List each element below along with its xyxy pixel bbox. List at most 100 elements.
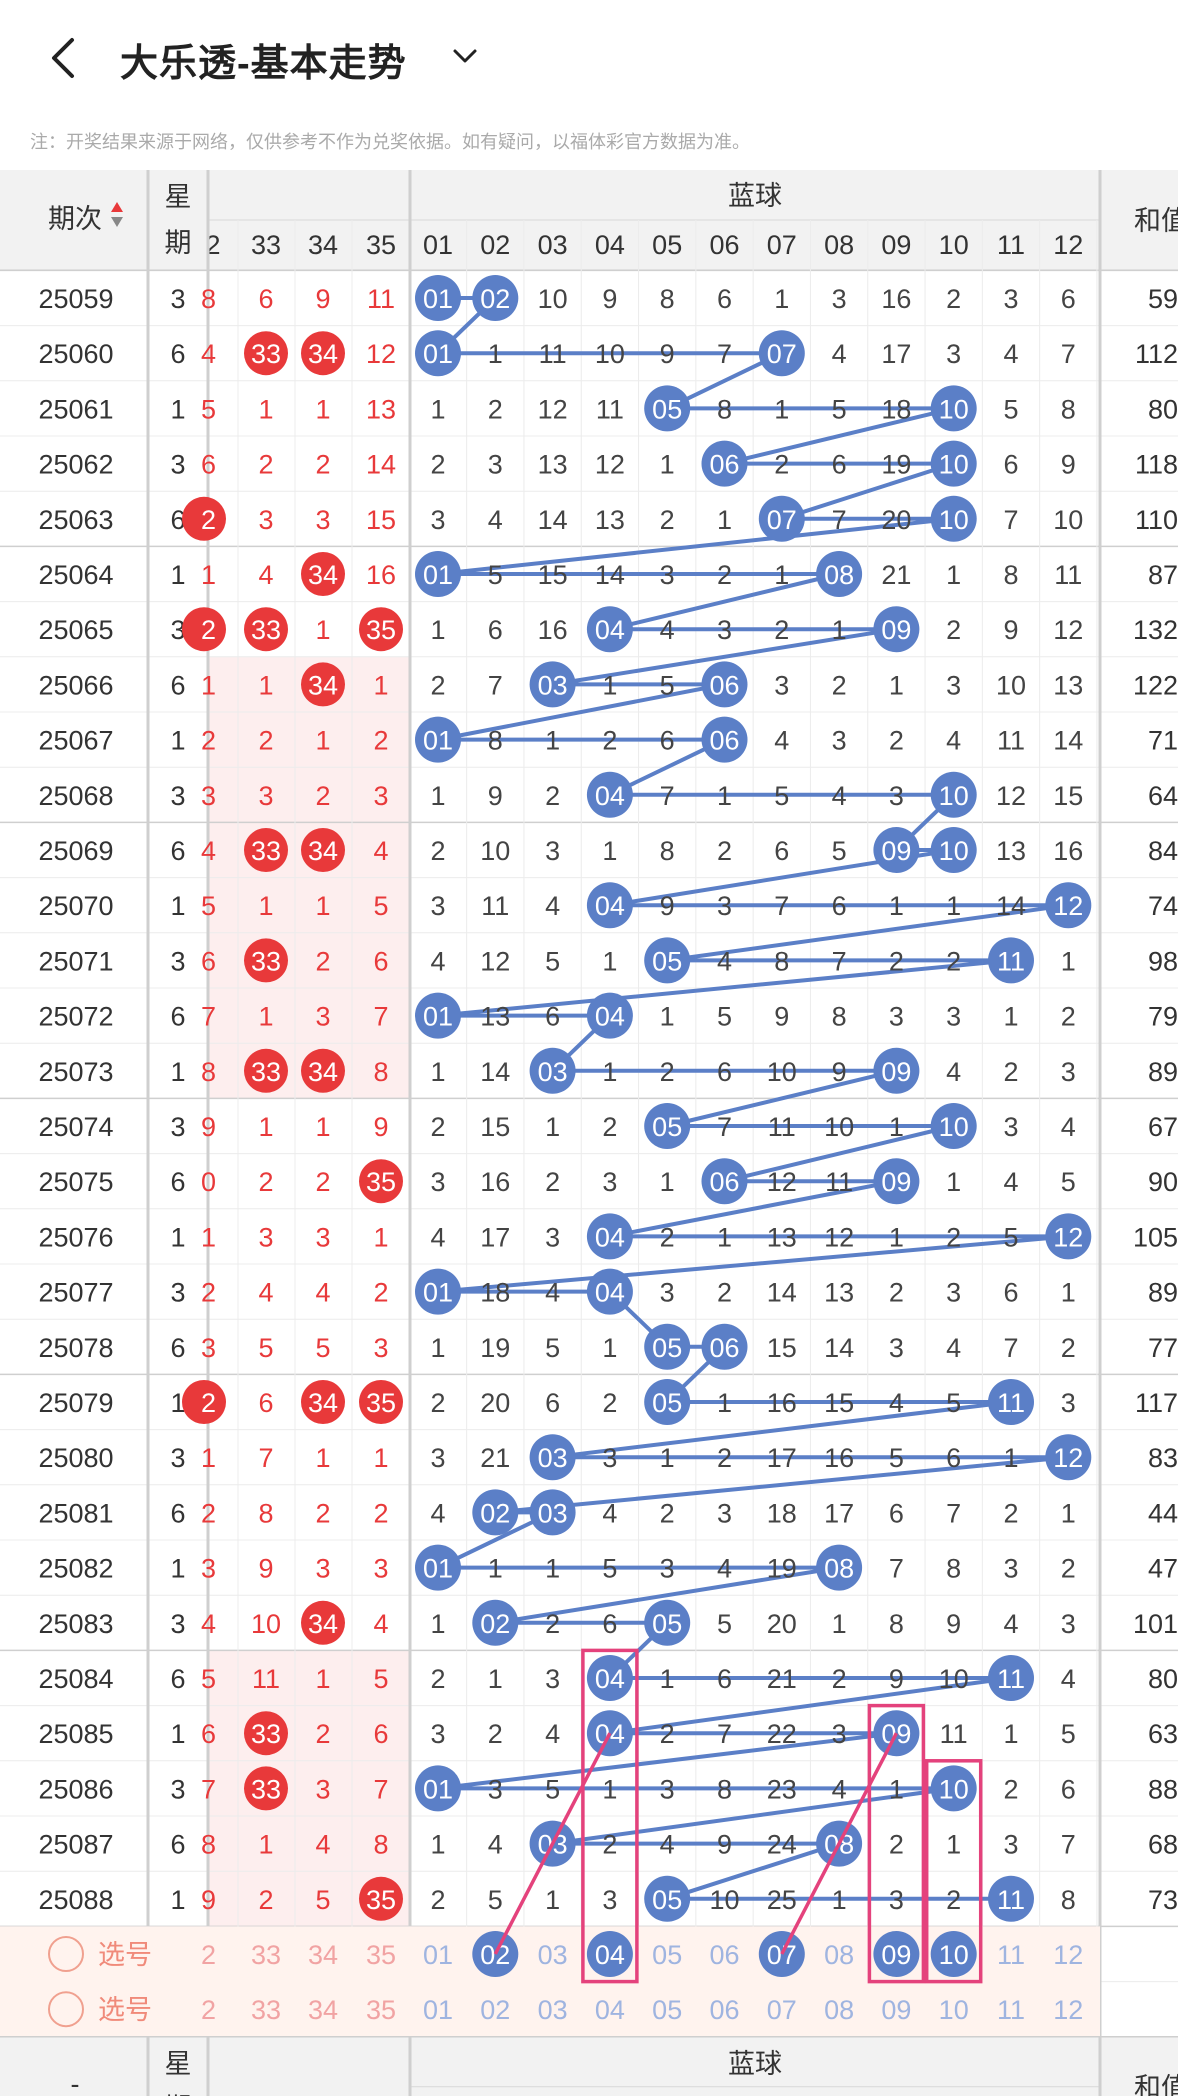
sum-cell: 122 xyxy=(1133,670,1178,700)
select-front-num[interactable]: 34 xyxy=(308,1940,338,1970)
blue-ball-num: 03 xyxy=(538,1498,568,1528)
highlight-box xyxy=(581,1648,639,1984)
front-cell: 2 xyxy=(315,1167,330,1197)
front-cell: 1 xyxy=(258,891,273,921)
front-cell: 2 xyxy=(373,1498,388,1528)
select-label[interactable]: 选号 xyxy=(98,1995,152,2025)
select-blue-num[interactable]: 03 xyxy=(538,1995,568,2025)
select-blue-num[interactable]: 06 xyxy=(709,1940,739,1970)
miss-cell: 9 xyxy=(774,1002,789,1032)
period-cell: 25076 xyxy=(38,1222,113,1252)
blue-ball xyxy=(586,771,633,818)
sum-cell: 64 xyxy=(1148,781,1178,811)
radio-icon[interactable] xyxy=(48,1936,84,1972)
front-cell: 8 xyxy=(201,284,216,314)
front-cell: 11 xyxy=(367,284,395,314)
select-blue-num[interactable]: 05 xyxy=(652,1995,682,2025)
select-blue-num[interactable]: 03 xyxy=(538,1940,568,1970)
select-blue-num[interactable]: 01 xyxy=(423,1940,453,1970)
miss-cell: 17 xyxy=(881,339,911,369)
miss-cell: 2 xyxy=(1061,1554,1076,1584)
miss-cell: 4 xyxy=(1003,1609,1018,1639)
miss-cell: 7 xyxy=(832,946,847,976)
miss-cell: 6 xyxy=(545,1388,560,1418)
miss-cell: 20 xyxy=(767,1609,797,1639)
select-blue-num[interactable]: 09 xyxy=(881,1995,911,2025)
week-cell: 1 xyxy=(170,726,185,756)
select-front-num[interactable]: 33 xyxy=(251,1995,281,2025)
front-cell: 1 xyxy=(315,615,330,645)
select-blue-num[interactable]: 11 xyxy=(997,1995,1025,2025)
select-blue-num[interactable]: 08 xyxy=(824,1940,854,1970)
blue-ball xyxy=(701,1158,748,1205)
miss-cell: 11 xyxy=(1054,560,1082,590)
select-front-num[interactable]: 34 xyxy=(308,1995,338,2025)
front-cell: 2 xyxy=(258,726,273,756)
select-blue-num[interactable]: 01 xyxy=(423,1995,453,2025)
selected-blue-ball[interactable] xyxy=(873,1931,920,1977)
miss-cell: 2 xyxy=(660,1222,675,1252)
blue-ball-num: 05 xyxy=(652,394,682,424)
select-blue-num[interactable]: 05 xyxy=(652,1940,682,1970)
select-blue-num[interactable]: 02 xyxy=(480,1995,510,2025)
select-front-num[interactable]: 2 xyxy=(201,1940,216,1970)
select-front-num[interactable]: 35 xyxy=(366,1940,396,1970)
blue-ball-num: 08 xyxy=(824,1554,854,1584)
week-cell: 1 xyxy=(170,1222,185,1252)
select-blue-num[interactable]: 12 xyxy=(1053,1940,1083,1970)
blue-ball-num: 07 xyxy=(767,505,797,535)
blue-ball-num: 02 xyxy=(480,1609,510,1639)
chevron-down-icon[interactable] xyxy=(450,42,480,70)
back-icon[interactable] xyxy=(44,34,84,82)
select-blue-num[interactable]: 11 xyxy=(997,1940,1025,1970)
miss-cell: 3 xyxy=(832,284,847,314)
front-cell: 1 xyxy=(258,1002,273,1032)
miss-cell: 20 xyxy=(881,505,911,535)
front-cell: 3 xyxy=(258,781,273,811)
sort-icon-down[interactable] xyxy=(111,217,123,227)
select-blue-num[interactable]: 12 xyxy=(1053,1995,1083,2025)
miss-cell: 1 xyxy=(430,1830,445,1860)
miss-cell: 1 xyxy=(660,1664,675,1694)
miss-cell: 4 xyxy=(1061,1664,1076,1694)
front-cell: 2 xyxy=(315,1498,330,1528)
select-blue-num[interactable]: 06 xyxy=(709,1995,739,2025)
selected-blue-ball[interactable] xyxy=(586,1931,633,1977)
blue-ball xyxy=(988,1875,1034,1922)
sort-icon[interactable] xyxy=(111,202,123,212)
col-period-header[interactable]: 期次 xyxy=(48,204,102,234)
miss-cell: 18 xyxy=(767,1498,797,1528)
blue-ball xyxy=(472,1489,519,1536)
miss-cell: 1 xyxy=(889,1112,904,1142)
sum-cell: 118 xyxy=(1135,450,1178,480)
select-blue-num[interactable]: 10 xyxy=(939,1995,969,2025)
front-ball-num: 35 xyxy=(366,1885,396,1915)
front-ball-num: 35 xyxy=(366,1388,396,1418)
miss-cell: 13 xyxy=(996,836,1026,866)
blue-ball-num: 10 xyxy=(939,1112,969,1142)
select-blue-num[interactable]: 07 xyxy=(767,1995,797,2025)
page-title[interactable]: 大乐透-基本走势 xyxy=(120,43,407,85)
miss-cell: 3 xyxy=(946,1278,961,1308)
select-blue-num[interactable]: 08 xyxy=(824,1995,854,2025)
select-front-num[interactable]: 35 xyxy=(366,1995,396,2025)
miss-cell: 3 xyxy=(660,1278,675,1308)
front-cell: 1 xyxy=(315,891,330,921)
miss-cell: 2 xyxy=(545,1167,560,1197)
front-cell: 14 xyxy=(366,450,396,480)
selected-blue-ball[interactable] xyxy=(930,1931,977,1977)
miss-cell: 24 xyxy=(767,1830,797,1860)
miss-cell: 3 xyxy=(1061,1609,1076,1639)
select-front-num[interactable]: 2 xyxy=(201,1995,216,2025)
miss-cell: 7 xyxy=(660,781,675,811)
select-label[interactable]: 选号 xyxy=(98,1940,152,1970)
select-blue-num[interactable]: 04 xyxy=(595,1995,625,2025)
miss-cell: 2 xyxy=(774,450,789,480)
miss-cell: 1 xyxy=(946,560,961,590)
period-cell: 25077 xyxy=(38,1278,113,1308)
front-cell: 4 xyxy=(373,836,388,866)
radio-icon[interactable] xyxy=(48,1991,84,2028)
select-front-num[interactable]: 33 xyxy=(251,1940,281,1970)
miss-cell: 8 xyxy=(1003,560,1018,590)
miss-cell: 3 xyxy=(717,1498,732,1528)
